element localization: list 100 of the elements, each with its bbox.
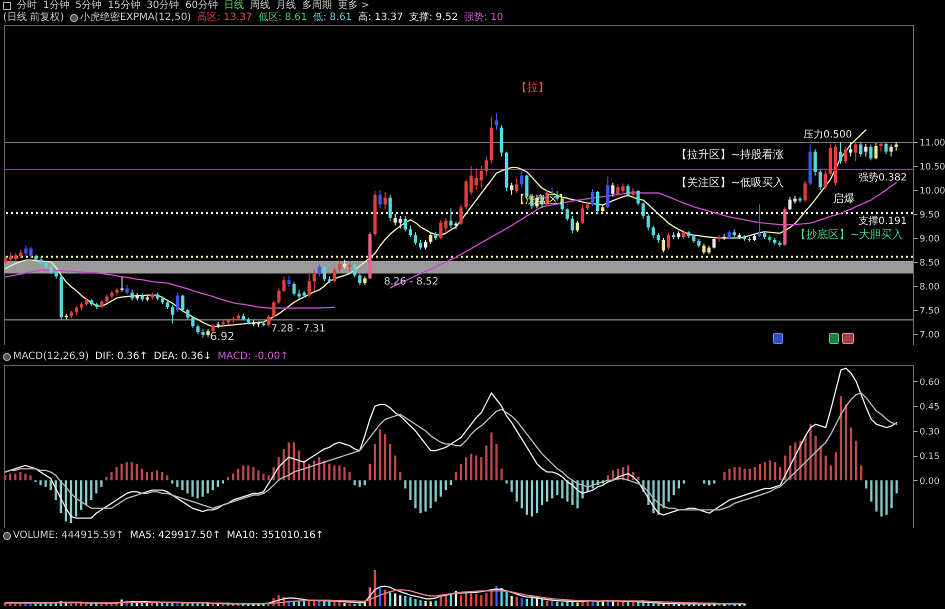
bar — [485, 446, 488, 480]
bar — [637, 476, 640, 480]
candlestick — [631, 188, 635, 198]
bar — [115, 467, 118, 480]
candlestick — [170, 304, 174, 324]
candlestick — [636, 190, 640, 206]
bar — [865, 480, 868, 488]
candlestick — [844, 146, 848, 164]
candlestick — [494, 112, 498, 131]
bar — [354, 480, 356, 486]
bar — [364, 602, 366, 606]
bar — [520, 598, 523, 606]
candlestick — [515, 178, 518, 194]
bar — [419, 600, 422, 606]
bar — [247, 465, 250, 480]
bar — [126, 462, 128, 480]
annotation: 【拉升区】~持股看涨 — [676, 148, 784, 161]
bar — [748, 468, 751, 480]
annotation: 启爆 — [833, 192, 855, 205]
line-series — [4, 392, 898, 511]
candlestick — [702, 243, 706, 255]
candlestick — [181, 294, 184, 313]
candlestick — [267, 314, 270, 327]
bar — [242, 465, 244, 480]
candlestick — [642, 202, 645, 220]
bar — [196, 480, 199, 498]
bar — [444, 480, 447, 490]
text: 分时 — [17, 0, 37, 12]
bar — [444, 596, 447, 606]
bar — [318, 457, 320, 480]
bar — [733, 467, 736, 480]
candlestick — [272, 300, 276, 318]
bar — [110, 472, 113, 480]
y-tick-label: 10.00 — [920, 186, 945, 197]
y-tick-label: 7.50 — [920, 306, 940, 316]
bar — [551, 480, 554, 498]
text: 高: 13.37 — [358, 12, 404, 24]
bar — [896, 480, 898, 494]
bar — [105, 476, 108, 480]
bar — [830, 465, 832, 480]
text: 60分钟 — [185, 0, 218, 12]
bar — [505, 592, 508, 606]
bar — [399, 472, 402, 480]
annotation: 【拉】 — [516, 81, 549, 94]
bar — [723, 472, 726, 480]
text: 15分钟 — [108, 0, 140, 12]
candlestick — [656, 232, 660, 244]
candlestick — [388, 194, 392, 222]
bar — [440, 480, 442, 497]
y-tick-label: 11.00 — [920, 138, 945, 149]
bar — [171, 480, 174, 484]
candlestick — [596, 190, 600, 215]
bar — [561, 480, 564, 498]
candlestick — [520, 169, 524, 188]
bar — [546, 600, 548, 606]
candlestick — [818, 169, 822, 191]
bar — [176, 480, 179, 487]
bar — [328, 602, 330, 606]
candlestick — [414, 232, 418, 246]
text: MACD: -0.00↑ — [218, 351, 288, 363]
ref-line-label: 压力0.500 — [803, 128, 852, 141]
candlestick — [788, 196, 792, 211]
chart-title: VOLUME: 444915.59↑ — [13, 530, 124, 542]
candlestick — [424, 239, 428, 250]
chart-subtitle: 小虎绝密EXPMA(12,50) — [80, 12, 192, 24]
bar — [834, 452, 838, 480]
ref-line-label: 强势0.382 — [858, 171, 907, 184]
bar — [252, 467, 254, 480]
bar — [323, 460, 326, 480]
text: 周线 — [250, 0, 270, 12]
bar — [237, 468, 240, 480]
candlestick — [282, 276, 286, 294]
candlestick — [404, 215, 408, 232]
bar — [292, 442, 296, 480]
bar — [100, 480, 103, 487]
candlestick — [50, 264, 53, 274]
candlestick — [287, 274, 291, 288]
bar — [475, 456, 478, 480]
bar — [262, 474, 265, 480]
text: 低区: 8.61 — [258, 12, 308, 24]
bar — [647, 603, 650, 606]
bar — [232, 474, 234, 480]
bar — [136, 464, 138, 480]
bar — [602, 600, 604, 606]
candlestick — [874, 142, 878, 160]
bar — [50, 480, 52, 490]
y-tick-label: 0.45 — [920, 402, 940, 413]
bar — [516, 480, 518, 502]
bar — [312, 600, 316, 606]
candlestick — [606, 176, 610, 209]
bar — [814, 436, 817, 480]
bar — [161, 472, 164, 480]
text: 低: 8.61 — [313, 12, 352, 24]
bar — [364, 480, 366, 486]
bar — [226, 476, 230, 480]
candlestick — [353, 263, 356, 278]
bar — [298, 602, 300, 606]
band-label: 7.28 - 7.31 — [271, 324, 326, 335]
bar — [713, 480, 716, 484]
bar — [556, 480, 558, 496]
